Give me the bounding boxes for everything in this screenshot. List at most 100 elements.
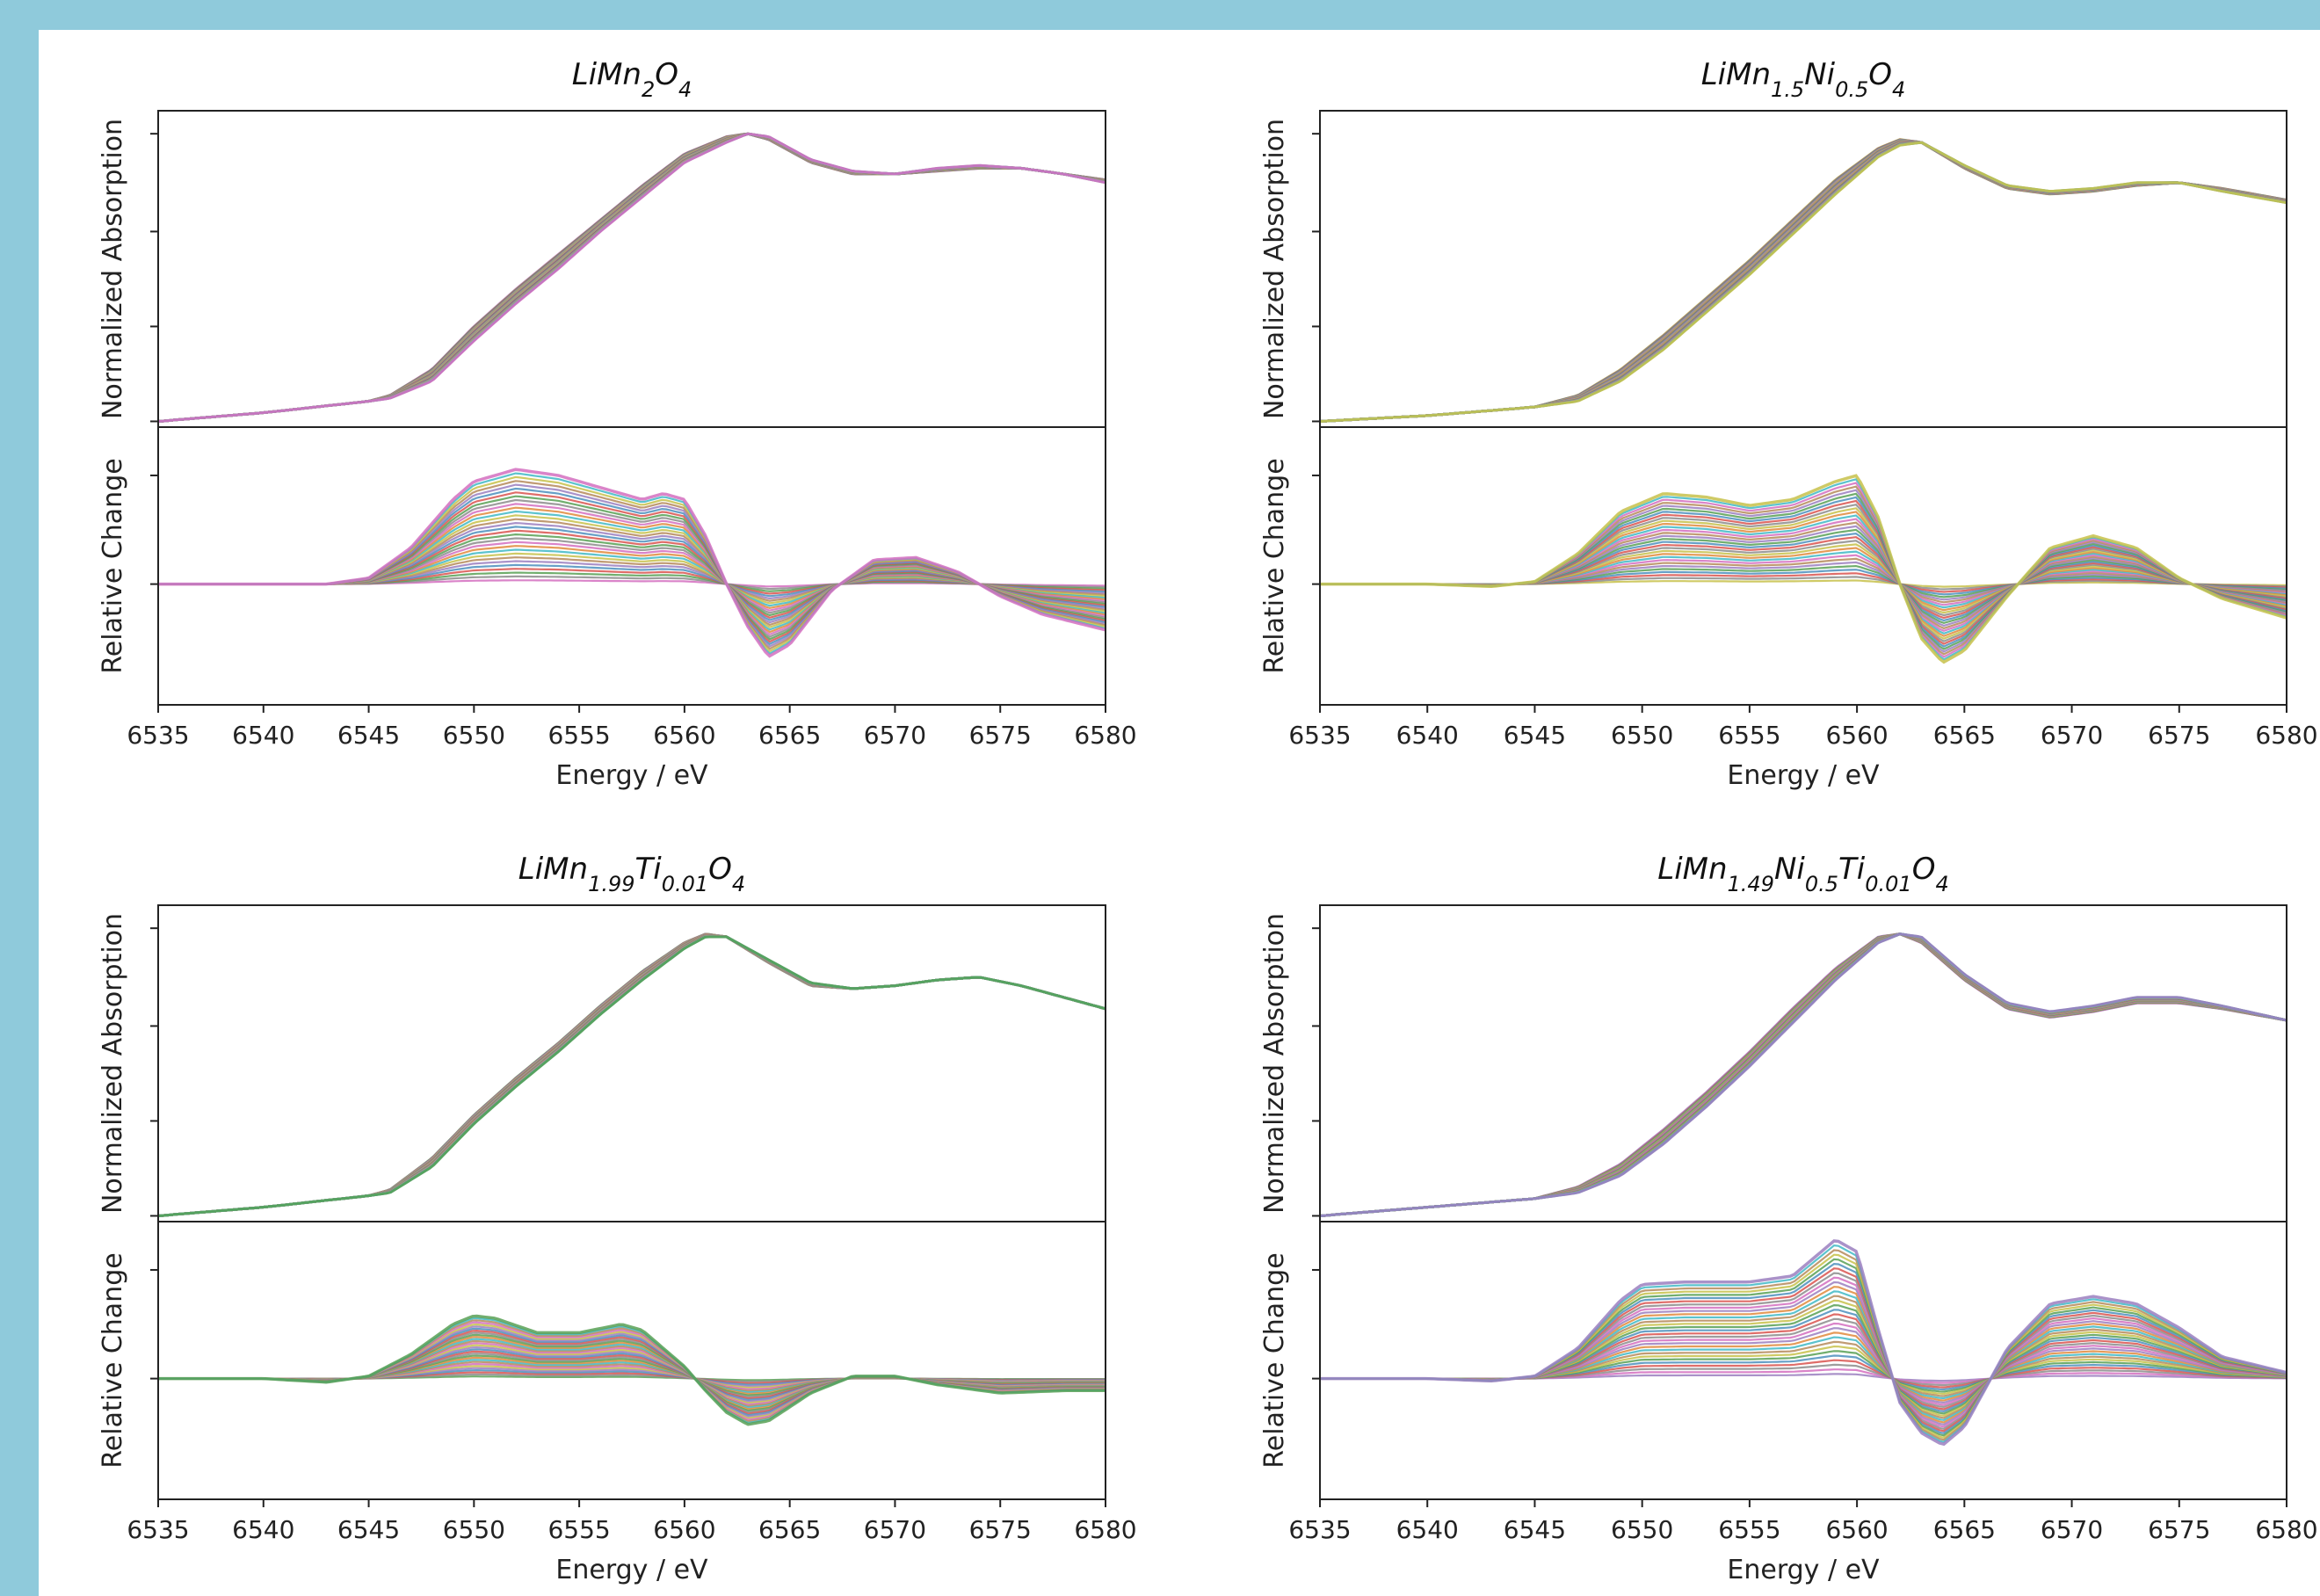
panel4-title-part: 0.01 [1865,872,1911,896]
panel2-title-part: Ni [1804,57,1835,92]
panel4-title-part: O [1912,852,1936,887]
panel1-title: LiMn2O4 [572,57,692,102]
panel3-absorption-line [158,932,1106,1217]
panel1-absorption-line [158,132,1106,423]
panel3-xtick-label: 6555 [547,1515,610,1544]
panel4-relative-change-line [1320,1354,2287,1391]
panel4-absorption-line [1320,932,2287,1217]
panel4-absorption-line [1320,932,2287,1217]
panel2-top-ylabel: Normalized Absorption [1259,119,1290,419]
panel4-absorption-line [1320,932,2287,1217]
panel1-title-part: 2 [642,77,655,102]
panel4-title-part: 0.5 [1805,872,1838,896]
panel3-xtick-label: 6570 [864,1515,926,1544]
panel1-top-axes-frame [157,110,1106,428]
panel3-title-part: 0.01 [662,872,708,896]
panel3-title: LiMn1.99Ti0.01O4 [518,852,745,896]
panel4-absorption-series-group [1320,932,2287,1217]
panel1-relative-change-line [158,468,1106,658]
panel4-top-axes-frame [1319,904,2287,1222]
panel1-absorption-line [158,132,1106,423]
panel3-bottom-ylabel: Relative Change [98,1252,128,1468]
panel1-xtick-label: 6560 [653,721,715,750]
panel4-xtick-label: 6540 [1396,1515,1459,1544]
panel2-xlabel: Energy / eV [1727,760,1880,791]
panel4-absorption-line [1320,932,2287,1217]
panel3-absorption-line [158,932,1106,1217]
panel4-absorption-line [1320,932,2287,1217]
panel4-xtick-label: 6555 [1718,1515,1780,1544]
panel2-top-axes-frame [1319,110,2287,428]
panel2-title-part: Mn [1726,57,1771,92]
panel2-xtick-label: 6560 [1825,721,1888,750]
panel1-absorption-line [158,132,1106,423]
panel4-absorption-line [1320,932,2287,1217]
panel1-absorption-line [158,132,1106,423]
panel1-absorption-line [158,132,1106,423]
panel1-absorption-line [158,132,1106,423]
panel1-top-ylabel: Normalized Absorption [98,119,128,419]
panel1-absorption-line [158,132,1106,423]
panel4-title-part: 1.49 [1728,872,1774,896]
panel1-absorption-line [158,132,1106,423]
panel3-xtick-label: 6540 [232,1515,294,1544]
panel2-xtick-label: 6580 [2255,721,2317,750]
panel1-absorption-line [158,132,1106,423]
panel1-xtick-label: 6545 [337,721,400,750]
panel3-absorption-line [158,932,1106,1217]
panel3-relative-change-line [158,1314,1106,1426]
panel2-xtick-label: 6565 [1933,721,1996,750]
panel4-title-part: Ni [1774,852,1805,887]
panel2-xtick-label: 6550 [1611,721,1673,750]
panel4-absorption-line [1320,932,2287,1217]
panel1-absorption-line [158,132,1106,423]
panel3-title-part: 1.99 [588,872,634,896]
panel2-absorption-series-group [1320,138,2287,423]
panel3-xtick-label: 6565 [758,1515,821,1544]
panel3-title-part: Ti [635,852,663,887]
panel3-xtick-label: 6560 [653,1515,715,1544]
panel1-title-part: Li [572,57,598,92]
panel2-relative-change-series-group [1320,474,2287,664]
panel1-relative-change-line [158,498,1106,638]
panel4-absorption-line [1320,932,2287,1217]
panel4-xtick-label: 6535 [1288,1515,1351,1544]
panel3-xtick-label: 6535 [127,1515,189,1544]
panel4-xtick-label: 6565 [1933,1515,1996,1544]
panel4-absorption-line [1320,932,2287,1217]
panel1-xtick-label: 6575 [969,721,1032,750]
panel2-xtick-label: 6555 [1718,721,1780,750]
panel4-title: LiMn1.49Ni0.5Ti0.01O4 [1657,852,1948,896]
panel2-title-part: Li [1701,57,1727,92]
panel3-xtick-label: 6545 [337,1515,400,1544]
panel4-absorption-line [1320,932,2287,1217]
panel4-xtick-label: 6560 [1825,1515,1888,1544]
panel1-absorption-line [158,132,1106,423]
panel1-absorption-line [158,132,1106,423]
panel3-xtick-label: 6550 [443,1515,505,1544]
panel4-absorption-line [1320,932,2287,1217]
panel4-absorption-line [1320,932,2287,1217]
panel1-relative-change-line [158,495,1106,641]
panel3-relative-change-series-group [158,1314,1106,1426]
panel4-title-part: 4 [1935,872,1948,896]
panel1-absorption-line [158,132,1106,423]
panel3-title-part: 4 [732,872,745,896]
panel4-relative-change-series-group [1320,1239,2287,1447]
panel1-relative-change-line [158,480,1106,650]
panel4-xlabel: Energy / eV [1727,1555,1880,1585]
panel4-absorption-line [1320,932,2287,1217]
panel1-absorption-line [158,132,1106,423]
panel1-absorption-line [158,132,1106,423]
panel4-xtick-label: 6575 [2148,1515,2210,1544]
panel4-xtick-label: 6580 [2255,1515,2317,1544]
panel4-absorption-line [1320,932,2287,1217]
panel2-xtick-label: 6545 [1504,721,1566,750]
panel3-title-part: O [708,852,732,887]
panel2-title-part: 4 [1892,77,1905,102]
panel4-xtick-label: 6545 [1504,1515,1566,1544]
panel4-chart: LiMn1.49Ni0.5Ti0.01O4 6535 6540 6545 6550 655… [1259,852,2318,1585]
panel1-absorption-line [158,132,1106,423]
panel3-top-axes-frame [157,904,1106,1222]
